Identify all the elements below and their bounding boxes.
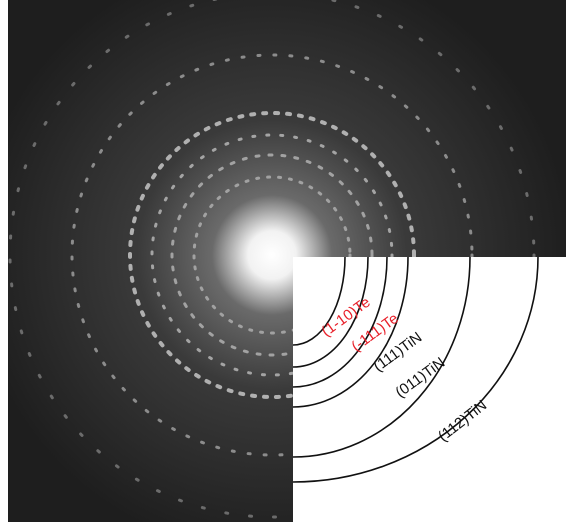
arc <box>292 256 369 368</box>
ring-arcs <box>292 256 539 483</box>
arc <box>292 256 409 408</box>
ring <box>8 0 536 519</box>
ring <box>192 175 352 335</box>
label-panel <box>293 257 566 522</box>
arc <box>292 256 471 458</box>
ring <box>150 133 394 377</box>
arc <box>292 256 539 483</box>
ring <box>70 53 474 457</box>
ring <box>170 153 374 357</box>
arc <box>292 256 388 388</box>
diffraction-rings <box>8 0 536 519</box>
ring <box>128 111 416 399</box>
arc <box>292 256 346 346</box>
